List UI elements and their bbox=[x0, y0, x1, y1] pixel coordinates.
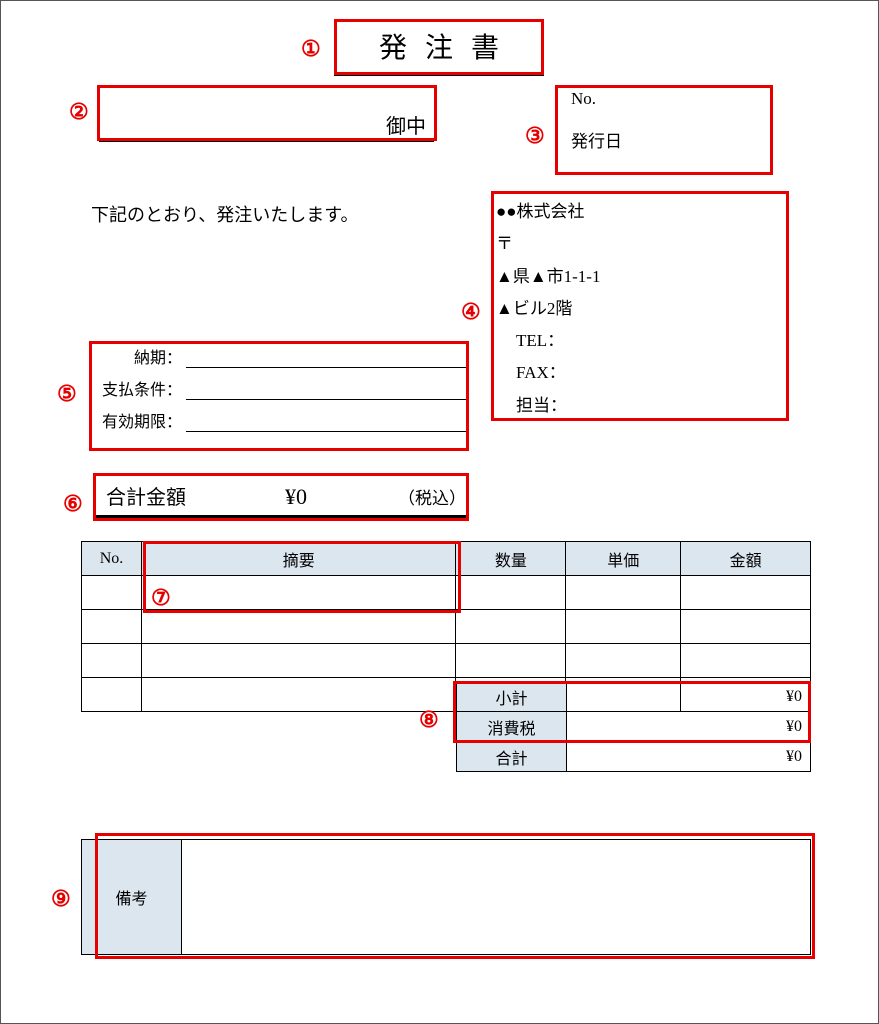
issuer-block: ●●株式会社 〒 ▲県▲市1-1-1 ▲ビル2階 TEL： FAX： 担当： bbox=[496, 196, 786, 422]
terms-validity-line bbox=[186, 410, 466, 432]
meta-no-label: No. bbox=[561, 89, 771, 109]
meta-issue-date-label: 発行日 bbox=[561, 127, 771, 152]
summary-tax-row: 消費税 ¥0 bbox=[457, 712, 811, 742]
callout-number: ② bbox=[69, 99, 89, 125]
issuer-postal: 〒 bbox=[496, 228, 786, 260]
meta-block: No. 発行日 bbox=[561, 89, 771, 170]
callout-number: ⑥ bbox=[63, 491, 83, 517]
remarks-label: 備考 bbox=[82, 840, 182, 955]
remarks-row: 備考 bbox=[82, 840, 811, 955]
terms-payment-line bbox=[186, 378, 466, 400]
intro-text: 下記のとおり、発注いたします。 bbox=[91, 201, 358, 227]
items-col-qty: 数量 bbox=[456, 542, 566, 576]
summary-subtotal-row: 小計 ¥0 bbox=[457, 682, 811, 712]
summary-subtotal-value: ¥0 bbox=[567, 682, 811, 712]
callout-number: ⑧ bbox=[419, 707, 439, 733]
items-header-row: No. 摘要 数量 単価 金額 bbox=[82, 542, 811, 576]
terms-payment-row: 支払条件： bbox=[96, 376, 466, 400]
terms-validity-label: 有効期限： bbox=[96, 408, 186, 432]
items-col-unit: 単価 bbox=[566, 542, 681, 576]
items-col-amt: 金額 bbox=[681, 542, 811, 576]
callout-number: ⑦ bbox=[151, 585, 171, 611]
summary-total-value: ¥0 bbox=[567, 742, 811, 772]
issuer-address1: ▲県▲市1-1-1 bbox=[496, 261, 786, 293]
terms-delivery-label: 納期： bbox=[96, 344, 186, 368]
items-col-desc: 摘要 bbox=[141, 542, 456, 576]
summary-table: 小計 ¥0 消費税 ¥0 合計 ¥0 bbox=[456, 681, 811, 772]
callout-number: ⑤ bbox=[57, 381, 77, 407]
table-row bbox=[82, 610, 811, 644]
terms-delivery-row: 納期： bbox=[96, 344, 466, 368]
issuer-company: ●●株式会社 bbox=[496, 196, 786, 228]
title-underline bbox=[334, 73, 544, 76]
page-container: 発注書 御中 No. 発行日 下記のとおり、発注いたします。 ●●株式会社 〒 … bbox=[0, 0, 879, 1024]
terms-payment-label: 支払条件： bbox=[96, 376, 186, 400]
callout-number: ① bbox=[301, 36, 321, 62]
recipient-suffix: 御中 bbox=[386, 110, 426, 139]
issuer-address2: ▲ビル2階 bbox=[496, 293, 786, 325]
grand-total-tax-note: （税込） bbox=[376, 484, 466, 509]
summary-subtotal-label: 小計 bbox=[457, 682, 567, 712]
recipient-underline bbox=[99, 139, 434, 142]
grand-total-label: 合計金額 bbox=[96, 481, 216, 510]
summary-total-row: 合計 ¥0 bbox=[457, 742, 811, 772]
callout-number: ④ bbox=[461, 299, 481, 325]
summary-total-label: 合計 bbox=[457, 742, 567, 772]
items-col-no: No. bbox=[82, 542, 142, 576]
callout-number: ③ bbox=[525, 123, 545, 149]
issuer-fax: FAX： bbox=[496, 357, 786, 389]
grand-total-amount: ¥0 bbox=[216, 484, 376, 510]
table-row bbox=[82, 576, 811, 610]
callout-number: ⑨ bbox=[51, 886, 71, 912]
summary-tax-label: 消費税 bbox=[457, 712, 567, 742]
issuer-tel: TEL： bbox=[496, 325, 786, 357]
terms-validity-row: 有効期限： bbox=[96, 408, 466, 432]
remarks-content bbox=[182, 840, 811, 955]
issuer-contact: 担当： bbox=[496, 390, 786, 422]
document-title: 発注書 bbox=[361, 26, 517, 66]
grand-total-block: 合計金額 ¥0 （税込） bbox=[96, 481, 466, 510]
terms-block: 納期： 支払条件： 有効期限： bbox=[96, 344, 466, 440]
remarks-table: 備考 bbox=[81, 839, 811, 955]
grand-total-underline bbox=[96, 515, 466, 518]
table-row bbox=[82, 644, 811, 678]
title-block: 発注書 bbox=[334, 21, 544, 71]
summary-tax-value: ¥0 bbox=[567, 712, 811, 742]
terms-delivery-line bbox=[186, 346, 466, 368]
recipient-block: 御中 bbox=[99, 89, 434, 139]
